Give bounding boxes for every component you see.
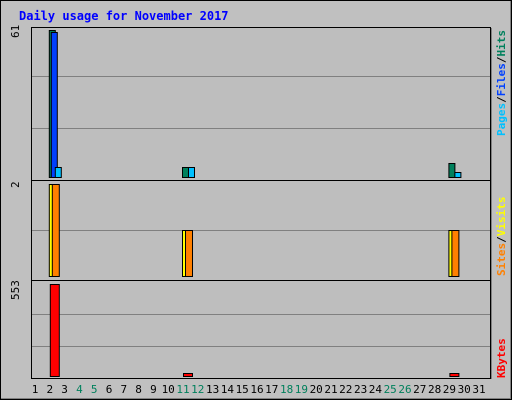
bar-pages-day-2 <box>54 167 62 178</box>
bars-group <box>48 30 462 377</box>
hits-axis-max-label: 61 <box>9 25 22 38</box>
legend-sites: Sites <box>495 243 508 276</box>
bar-kbytes-day-11 <box>183 373 193 377</box>
x-tick-label-day-31: 31 <box>472 383 485 396</box>
bar-sites-day-29 <box>451 230 460 277</box>
x-tick-label-day-2: 2 <box>46 383 53 396</box>
x-tick-label-day-24: 24 <box>369 383 383 396</box>
x-tick-label-day-28: 28 <box>428 383 441 396</box>
x-tick-label-day-25: 25 <box>384 383 397 396</box>
legend-visits: Visits <box>495 197 508 237</box>
legend-pages-files-hits: Pages/Files/Hits <box>495 30 508 136</box>
bar-sites-day-11 <box>185 230 193 277</box>
x-tick-label-day-16: 16 <box>250 383 263 396</box>
bar-kbytes-day-2 <box>49 284 60 377</box>
x-tick-label-day-6: 6 <box>106 383 113 396</box>
x-tick-label-day-27: 27 <box>413 383 426 396</box>
x-tick-label-day-19: 19 <box>295 383 308 396</box>
x-tick-label-day-23: 23 <box>354 383 367 396</box>
bar-hits-day-11 <box>182 167 189 178</box>
x-tick-label-day-12: 12 <box>191 383 204 396</box>
x-tick-label-day-17: 17 <box>265 383 278 396</box>
kbytes-axis-max-label: 553 <box>9 280 22 300</box>
plot-area <box>31 27 491 379</box>
x-tick-label-day-20: 20 <box>310 383 323 396</box>
grid-lines <box>32 76 490 347</box>
x-tick-label-day-5: 5 <box>91 383 98 396</box>
bar-hits-day-29 <box>448 163 456 178</box>
legend-pages: Pages <box>495 103 508 136</box>
sites-axis-max-label: 2 <box>9 181 22 188</box>
x-tick-label-day-26: 26 <box>398 383 411 396</box>
x-tick-label-day-14: 14 <box>221 383 235 396</box>
legend-files: Files <box>495 63 508 96</box>
legend-hits: Hits <box>495 30 508 57</box>
legend-kbytes: KBytes <box>495 338 508 378</box>
bar-files-day-2 <box>50 32 58 178</box>
x-tick-label-day-9: 9 <box>150 383 157 396</box>
x-tick-label-day-7: 7 <box>120 383 127 396</box>
x-axis-labels: 1 2 3 4 5 6 7 8 9 10 11 12 13 14 15 16 17 18 19 20 21 22 23 24 2… <box>32 383 486 396</box>
x-tick-label-day-3: 3 <box>61 383 68 396</box>
x-tick-label-day-13: 13 <box>206 383 219 396</box>
x-tick-label-day-21: 21 <box>324 383 337 396</box>
bar-kbytes-day-29 <box>449 373 460 377</box>
legend-separator: / <box>495 56 508 63</box>
x-tick-label-day-8: 8 <box>135 383 142 396</box>
x-tick-label-day-4: 4 <box>76 383 83 396</box>
legend-separator: / <box>495 96 508 103</box>
x-tick-label-day-22: 22 <box>339 383 352 396</box>
legend-sites-visits: Sites/Visits <box>495 197 508 277</box>
x-tick-label-day-18: 18 <box>280 383 293 396</box>
x-tick-label-day-29: 29 <box>443 383 456 396</box>
bar-pages-day-29 <box>454 172 462 178</box>
x-tick-label-day-30: 30 <box>458 383 471 396</box>
legend-separator: / <box>495 236 508 243</box>
x-tick-label-day-15: 15 <box>236 383 249 396</box>
bar-pages-day-11 <box>188 167 195 178</box>
x-tick-label-day-1: 1 <box>32 383 39 396</box>
bar-sites-day-2 <box>51 184 60 277</box>
x-tick-label-day-10: 10 <box>162 383 175 396</box>
chart-title: Daily usage for November 2017 <box>19 9 229 23</box>
x-tick-label-day-11: 11 <box>176 383 189 396</box>
